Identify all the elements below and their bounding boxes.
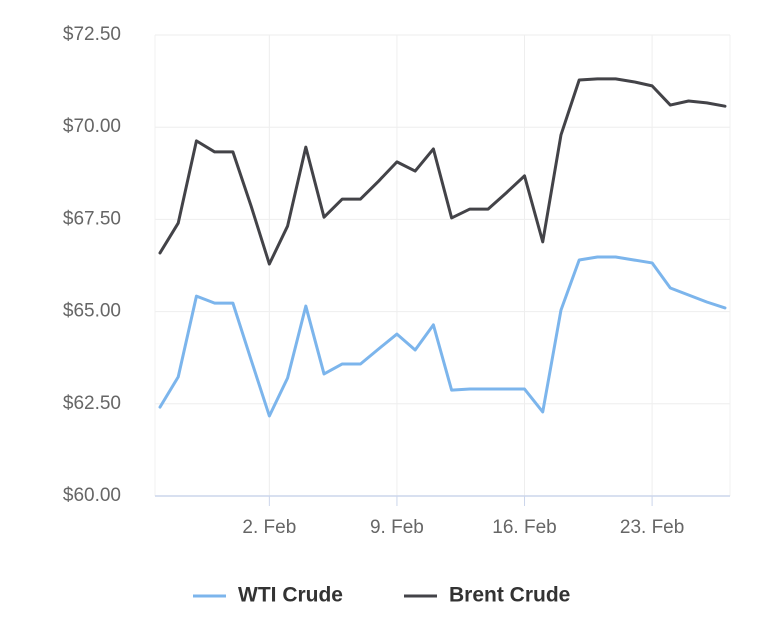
series-line xyxy=(158,255,727,418)
legend-label: WTI Crude xyxy=(238,584,343,607)
x-tick-label: 2. Feb xyxy=(242,517,296,538)
y-tick-label: $72.50 xyxy=(63,24,121,45)
y-tick-label: $70.00 xyxy=(63,116,121,137)
x-tick-label: 23. Feb xyxy=(620,517,684,538)
x-tick-label: 16. Feb xyxy=(492,517,556,538)
y-tick-label: $67.50 xyxy=(63,208,121,229)
x-tick-label: 9. Feb xyxy=(370,517,424,538)
y-tick-label: $65.00 xyxy=(63,301,121,322)
y-tick-label: $60.00 xyxy=(63,485,121,506)
series-line xyxy=(158,77,727,266)
legend-label: Brent Crude xyxy=(449,584,570,607)
y-tick-label: $62.50 xyxy=(63,393,121,414)
